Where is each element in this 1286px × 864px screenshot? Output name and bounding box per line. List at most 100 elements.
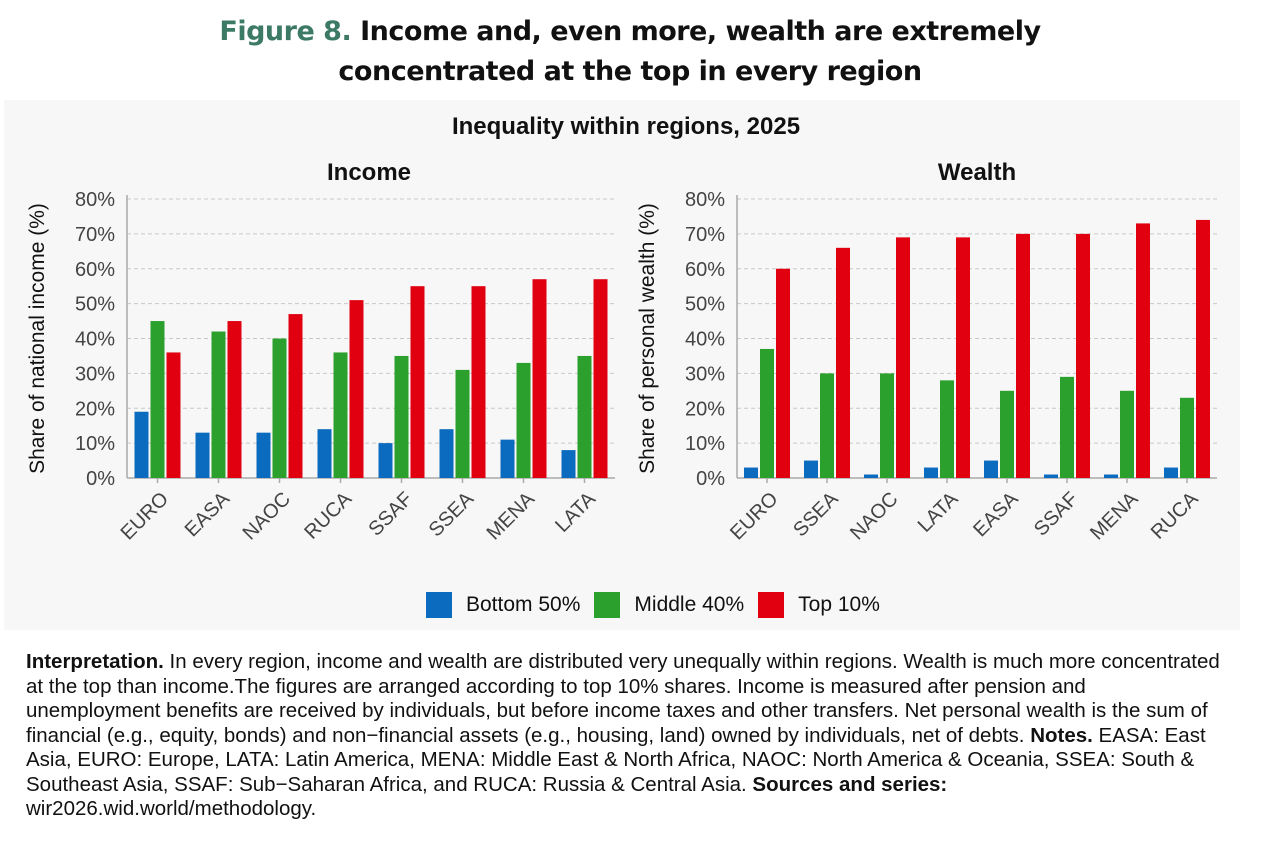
y-tick-label: 50% <box>685 294 725 316</box>
chart-title: Income <box>327 159 411 186</box>
bar-middle-40--mena <box>1120 390 1134 478</box>
notes-text: EASA: East Asia, EURO: Europe, LATA: Lat… <box>26 723 1206 796</box>
bar-top-10--ssaf <box>410 286 425 478</box>
y-axis-label: Share of national income (%) <box>26 203 49 474</box>
bar-top-10--mena <box>1136 223 1150 478</box>
bar-middle-40--naoc <box>272 338 287 478</box>
bar-top-10--ssaf <box>1076 233 1090 478</box>
notes-label: Notes. <box>1030 723 1093 747</box>
sources-label: Sources and series: <box>752 772 948 796</box>
bar-middle-40--ssea <box>455 369 470 478</box>
bar-top-10--lata <box>593 279 608 478</box>
bar-middle-40--ssaf <box>1060 376 1074 478</box>
chart-title: Wealth <box>938 159 1016 186</box>
y-tick-label: 30% <box>75 363 115 385</box>
x-tick-label: SSAF <box>1030 488 1083 541</box>
bar-middle-40--naoc <box>880 373 894 478</box>
x-tick-label: LATA <box>914 488 963 537</box>
bar-middle-40--ruca <box>333 352 348 478</box>
y-tick-label: 0% <box>86 468 115 490</box>
bar-top-10--ruca <box>1196 219 1210 479</box>
figure-title-line-2: concentrated at the top in every region <box>338 56 922 87</box>
x-tick-label: RUCA <box>300 488 356 544</box>
y-tick-label: 70% <box>75 224 115 246</box>
interpretation-label: Interpretation. <box>26 650 164 673</box>
figure-title-text: Income and, even more, wealth are extrem… <box>360 16 1041 47</box>
x-tick-label: LATA <box>551 488 600 537</box>
bar-bottom-50--ssaf <box>378 443 393 478</box>
charts-canvas: Inequality within regions, 2025 Income Sh… <box>26 113 1217 545</box>
legend: Bottom 50% Middle 40% Top 10% <box>426 592 894 618</box>
bar-top-10--easa <box>227 321 242 478</box>
bar-bottom-50--lata <box>924 467 938 478</box>
bar-bottom-50--mena <box>500 439 515 478</box>
bar-bottom-50--ssaf <box>1044 474 1058 478</box>
bar-bottom-50--easa <box>984 460 998 478</box>
bar-bottom-50--ssea <box>439 429 454 478</box>
bar-bottom-50--lata <box>561 450 576 478</box>
legend-swatch <box>594 592 621 618</box>
bar-bottom-50--mena <box>1104 474 1118 478</box>
x-tick-label: MENA <box>483 488 540 545</box>
legend-item: Bottom 50% <box>426 592 580 618</box>
bar-bottom-50--euro <box>744 467 758 478</box>
bar-bottom-50--naoc <box>256 432 271 478</box>
bar-bottom-50--easa <box>195 432 210 478</box>
x-tick-label: EASA <box>181 488 235 542</box>
sources-text: wir2026.wid.world/methodology. <box>26 797 317 820</box>
legend-swatch <box>426 592 452 618</box>
bar-bottom-50--euro <box>134 411 149 478</box>
legend-label: Middle 40% <box>634 593 745 616</box>
y-tick-label: 30% <box>685 363 725 385</box>
bar-middle-40--mena <box>516 362 531 478</box>
bar-middle-40--lata <box>940 380 954 478</box>
y-tick-label: 10% <box>75 433 115 455</box>
legend-label: Top 10% <box>798 593 880 616</box>
y-tick-label: 20% <box>685 398 725 420</box>
bar-middle-40--lata <box>577 355 592 478</box>
bar-top-10--ssea <box>471 286 486 478</box>
bar-bottom-50--ruca <box>1164 467 1178 478</box>
y-tick-label: 70% <box>685 224 725 246</box>
bar-middle-40--euro <box>760 348 774 478</box>
y-tick-label: 50% <box>75 294 115 316</box>
x-tick-label: RUCA <box>1147 488 1203 544</box>
figure-number: Figure 8. <box>219 16 352 47</box>
y-tick-label: 40% <box>685 329 725 351</box>
figure-title-line-1: Figure 8. Income and, even more, wealth … <box>0 12 1260 52</box>
bar-middle-40--easa <box>1000 390 1014 478</box>
bar-middle-40--easa <box>211 331 226 478</box>
x-tick-label: NAOC <box>846 488 902 544</box>
bar-middle-40--ssea <box>820 373 834 478</box>
legend-item: Top 10% <box>758 592 880 618</box>
x-tick-label: EURO <box>117 488 173 544</box>
x-tick-label: EURO <box>726 488 782 544</box>
y-tick-label: 60% <box>75 259 115 281</box>
bar-middle-40--euro <box>150 321 165 478</box>
bar-bottom-50--naoc <box>864 474 878 478</box>
chart-panel: Inequality within regions, 2025 Income Sh… <box>4 100 1240 630</box>
figure-heading: Figure 8. Income and, even more, wealth … <box>0 12 1260 92</box>
bar-top-10--lata <box>956 237 970 478</box>
bar-bottom-50--ruca <box>317 429 332 478</box>
legend-item: Middle 40% <box>594 592 744 618</box>
y-tick-label: 40% <box>75 329 115 351</box>
y-tick-label: 0% <box>696 468 725 490</box>
y-tick-label: 10% <box>685 433 725 455</box>
bar-top-10--naoc <box>288 314 303 478</box>
x-tick-label: NAOC <box>239 488 295 544</box>
x-tick-label: SSEA <box>425 488 479 542</box>
y-tick-label: 60% <box>685 259 725 281</box>
y-tick-label: 80% <box>685 189 725 211</box>
notes-block: Interpretation. In every region, income … <box>26 650 1222 822</box>
bar-top-10--naoc <box>896 237 910 478</box>
panel-title: Inequality within regions, 2025 <box>452 113 800 140</box>
bar-top-10--easa <box>1016 233 1030 478</box>
bar-top-10--ssea <box>836 247 850 478</box>
bar-top-10--mena <box>532 279 547 478</box>
x-tick-label: EASA <box>969 488 1023 542</box>
bar-top-10--euro <box>776 268 790 478</box>
x-tick-label: SSAF <box>365 488 418 541</box>
y-tick-label: 20% <box>75 398 115 420</box>
interpretation-text: In every region, income and wealth are d… <box>26 650 1220 747</box>
